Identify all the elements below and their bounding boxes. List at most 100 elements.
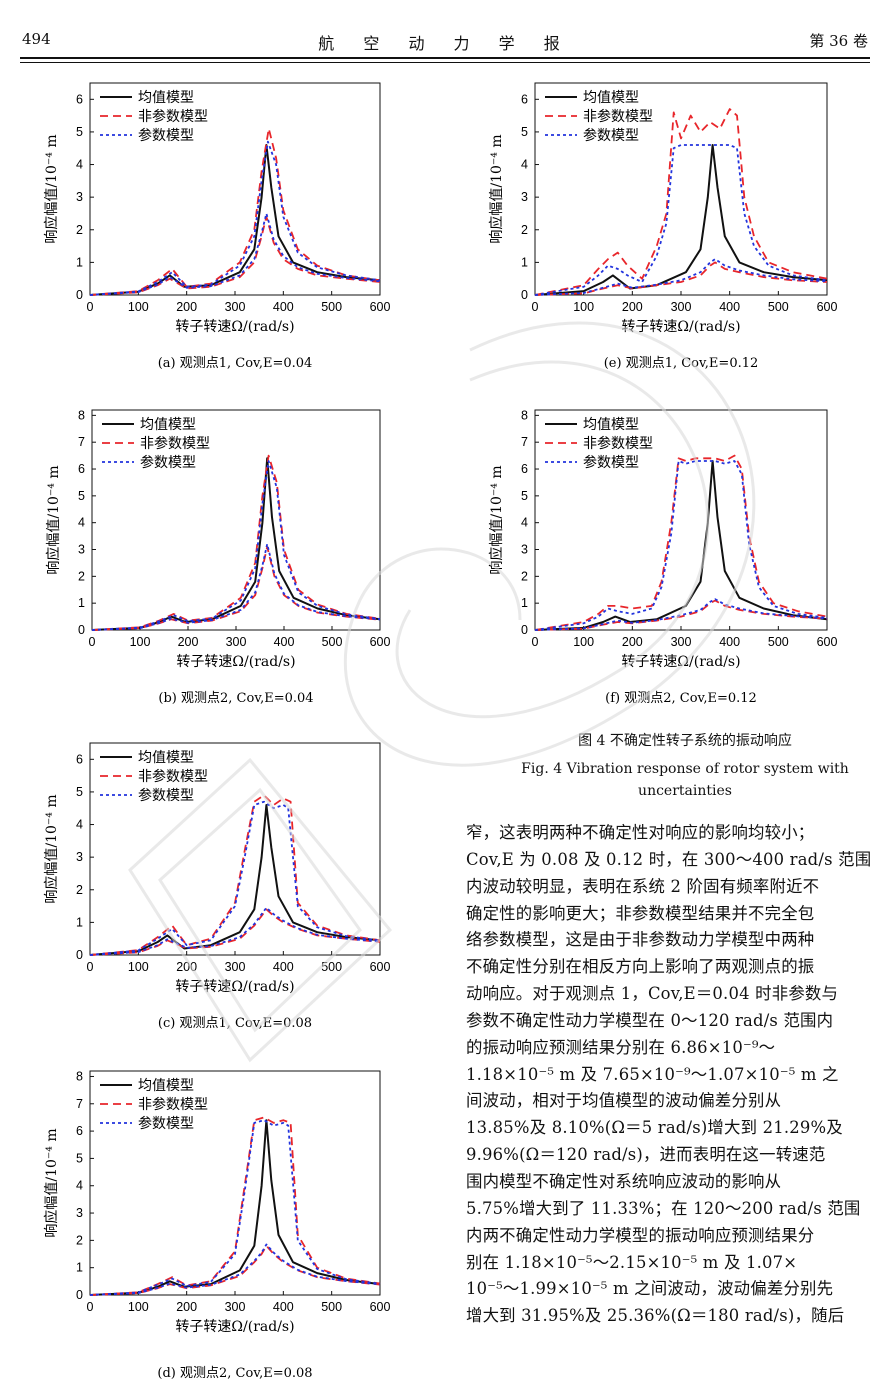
y-axis-label: 响应幅值/10⁻⁴ m	[43, 1128, 60, 1237]
y-tick-label: 1	[78, 596, 85, 610]
body-text-line: 确定性的影响更大；非参数模型结果并不完全包	[466, 903, 815, 923]
y-tick-label: 3	[521, 190, 528, 204]
y-tick-label: 5	[78, 489, 85, 503]
header-rule-thin	[20, 62, 870, 63]
legend-label: 参数模型	[583, 127, 639, 144]
chart-d: 0 100 200 300 400 500 600 0 1 2 3 4 5 6 7 8 均值模型非参数模型参数模…	[43, 1069, 390, 1381]
y-tick-label: 3	[76, 190, 83, 204]
body-text-line: Cov,E 为 0.08 及 0.12 时，在 300～400 rad/s 范围	[466, 849, 872, 869]
subfigure-caption: (d) 观测点2, Cov,E=0.08	[157, 1366, 312, 1381]
x-tick-label: 500	[768, 635, 789, 649]
body-text-line: 10⁻⁵～1.99×10⁻⁵ m 之间波动，波动偏差分别先	[466, 1279, 834, 1299]
legend-label: 均值模型	[138, 750, 194, 766]
plot-frame	[534, 409, 828, 631]
x-tick-label: 400	[273, 300, 294, 314]
series-line	[89, 144, 381, 296]
y-tick-label: 8	[521, 408, 528, 422]
y-tick-label: 1	[76, 255, 83, 269]
x-axis-label: 转子转速Ω/(rad/s)	[175, 319, 294, 335]
plot-frame	[89, 1070, 381, 1296]
chart-e: 0 100 200 300 400 500 600 0 1 2 3 4 5 6 均值模型非参数模型参数模型转…	[488, 82, 838, 371]
x-tick-label: 200	[622, 300, 643, 314]
legend-label: 参数模型	[138, 1115, 194, 1132]
x-tick-label: 0	[87, 960, 94, 974]
y-tick-label: 5	[76, 785, 83, 799]
legend-label: 均值模型	[138, 1078, 194, 1094]
y-tick-label: 3	[76, 850, 83, 864]
series-line	[534, 460, 828, 631]
x-tick-label: 500	[322, 635, 343, 649]
plot-frame	[534, 82, 828, 296]
figure-caption-en: Fig. 4 Vibration response of rotor syste…	[480, 758, 890, 802]
y-tick-label: 4	[78, 516, 85, 530]
y-axis-label: 响应幅值/10⁻⁴ m	[43, 794, 60, 903]
y-tick-label: 1	[521, 255, 528, 269]
x-tick-label: 400	[273, 1300, 294, 1314]
subfigure-caption: (b) 观测点2, Cov,E=0.04	[158, 691, 313, 706]
x-axis-label: 转子转速Ω/(rad/s)	[176, 654, 295, 670]
y-tick-label: 3	[76, 1206, 83, 1220]
series-line	[91, 454, 381, 631]
body-text-line: 增大到 31.95%及 25.36%(Ω＝180 rad/s)，随后	[466, 1306, 845, 1326]
plot-frame	[89, 742, 381, 956]
series-line	[534, 460, 828, 631]
body-text-line: 13.85%及 8.10%(Ω＝5 rad/s)增大到 21.29%及	[466, 1118, 843, 1138]
legend-label: 非参数模型	[138, 108, 208, 125]
y-tick-label: 4	[521, 158, 528, 172]
x-tick-label: 100	[128, 1300, 149, 1314]
legend-label: 非参数模型	[583, 108, 653, 125]
x-tick-label: 400	[719, 635, 740, 649]
body-text-line: 内两不确定性动力学模型的振动响应预测结果分	[466, 1225, 815, 1245]
x-tick-label: 500	[321, 300, 342, 314]
y-tick-label: 0	[521, 623, 528, 637]
legend-label: 非参数模型	[138, 1096, 208, 1113]
x-tick-label: 0	[532, 300, 539, 314]
y-tick-label: 1	[521, 596, 528, 610]
x-tick-label: 300	[226, 635, 247, 649]
y-tick-label: 5	[76, 1151, 83, 1165]
subfigure-caption: (a) 观测点1, Cov,E=0.04	[158, 356, 313, 371]
y-tick-label: 2	[76, 223, 83, 237]
page-header: 494 航 空 动 力 学 报 第 36 卷	[0, 0, 890, 60]
x-tick-label: 500	[321, 1300, 342, 1314]
x-tick-label: 200	[176, 1300, 197, 1314]
y-tick-label: 6	[76, 752, 83, 766]
x-tick-label: 200	[178, 635, 199, 649]
chart-a: 0 100 200 300 400 500 600 0 1 2 3 4 5 6 均值模型非参数模型参数模型转…	[43, 82, 390, 371]
body-paragraph: 窄，这表明两种不确定性对响应的影响均较小； Cov,E 为 0.08 及 0.12…	[466, 820, 874, 1330]
x-tick-label: 400	[719, 300, 740, 314]
x-tick-label: 200	[176, 300, 197, 314]
y-axis-label: 响应幅值/10⁻⁴ m	[43, 134, 60, 243]
subfigure-caption: (f) 观测点2, Cov,E=0.12	[605, 691, 757, 706]
body-text-line: 围内模型不确定性对系统响应波动的影响从	[466, 1171, 782, 1191]
legend-label: 参数模型	[140, 454, 196, 471]
x-tick-label: 600	[817, 300, 838, 314]
y-tick-label: 3	[521, 543, 528, 557]
series-line	[534, 144, 828, 296]
series-line	[534, 454, 828, 631]
legend-label: 均值模型	[583, 417, 639, 433]
series-line	[89, 212, 381, 296]
figure-caption-en-line1: Fig. 4 Vibration response of rotor syste…	[521, 761, 849, 777]
y-tick-label: 8	[76, 1069, 83, 1083]
body-text-line: 间波动，相对于均值模型的波动偏差分别从	[466, 1091, 782, 1111]
y-tick-label: 6	[78, 462, 85, 476]
x-tick-label: 200	[622, 635, 643, 649]
y-tick-label: 5	[76, 125, 83, 139]
y-tick-label: 1	[76, 1261, 83, 1275]
x-axis-label: 转子转速Ω/(rad/s)	[175, 979, 294, 995]
legend-label: 参数模型	[583, 454, 639, 471]
y-tick-label: 5	[521, 489, 528, 503]
series-line	[89, 794, 381, 956]
y-tick-label: 6	[521, 462, 528, 476]
x-tick-label: 100	[573, 635, 594, 649]
journal-title: 航 空 动 力 学 报	[318, 34, 572, 53]
y-tick-label: 1	[76, 915, 83, 929]
figure-caption-zh: 图 4 不确定性转子系统的振动响应	[578, 733, 792, 749]
x-tick-label: 0	[87, 300, 94, 314]
x-tick-label: 0	[532, 635, 539, 649]
x-tick-label: 100	[130, 635, 151, 649]
y-tick-label: 7	[521, 435, 528, 449]
header-rule-thick	[20, 57, 870, 59]
y-tick-label: 6	[76, 92, 83, 106]
